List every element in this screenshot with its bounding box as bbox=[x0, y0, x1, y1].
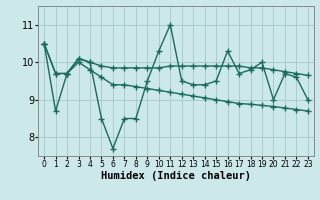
X-axis label: Humidex (Indice chaleur): Humidex (Indice chaleur) bbox=[101, 171, 251, 181]
